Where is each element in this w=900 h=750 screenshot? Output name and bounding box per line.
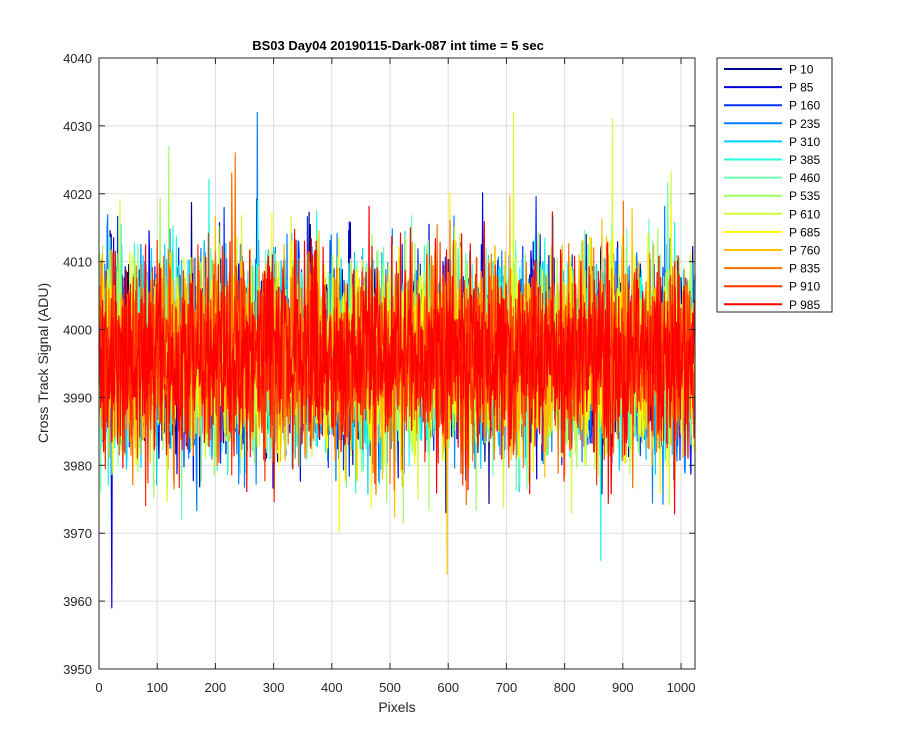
legend-label: P 160 — [789, 99, 820, 113]
legend: P 10 P 85 P 160 P 235 P 310 P 385 P 460 P 535 P … — [716, 57, 833, 313]
x-tick-label: 100 — [146, 680, 168, 695]
legend-label: P 610 — [789, 207, 820, 221]
legend-label: P 10 — [789, 63, 814, 77]
x-tick-labels: 0 100 200 300 400 500 600 700 800 900 1000 — [95, 680, 695, 695]
x-tick-label: 0 — [95, 680, 102, 695]
x-tick-label: 900 — [612, 680, 634, 695]
legend-label: P 85 — [789, 81, 814, 95]
x-tick-label: 400 — [321, 680, 343, 695]
x-tick-label: 800 — [554, 680, 576, 695]
series-lines — [98, 111, 696, 609]
x-tick-label: 200 — [205, 680, 227, 695]
x-tick-label: 700 — [496, 680, 518, 695]
y-tick-labels: 3950 3960 3970 3980 3990 4000 4010 4020 4030 4040 — [63, 51, 92, 677]
legend-label: P 760 — [789, 244, 820, 258]
legend-label: P 535 — [789, 189, 820, 203]
y-tick-label: 3960 — [63, 594, 92, 609]
legend-items: P 10 P 85 P 160 P 235 P 310 P 385 P 460 P 535 P … — [724, 63, 820, 312]
x-tick-label: 500 — [379, 680, 401, 695]
series-line-p985 — [98, 205, 696, 515]
x-tick-label: 1000 — [667, 680, 696, 695]
y-tick-label: 4000 — [63, 323, 92, 338]
legend-label: P 985 — [789, 298, 820, 312]
y-tick-label: 3990 — [63, 390, 92, 405]
y-tick-label: 4040 — [63, 51, 92, 66]
y-tick-label: 4030 — [63, 119, 92, 134]
y-axis-label: Cross Track Signal (ADU) — [35, 283, 51, 443]
y-tick-label: 3950 — [63, 662, 92, 677]
tick-marks — [98, 57, 695, 670]
y-tick-label: 3970 — [63, 526, 92, 541]
x-tick-label: 600 — [437, 680, 459, 695]
legend-label: P 460 — [789, 171, 820, 185]
y-tick-label: 4010 — [63, 255, 92, 270]
x-tick-label: 300 — [263, 680, 285, 695]
chart-title: BS03 Day04 20190115-Dark-087 int time = … — [252, 38, 544, 53]
legend-label: P 835 — [789, 262, 820, 276]
legend-label: P 235 — [789, 117, 820, 131]
legend-label: P 685 — [789, 225, 820, 239]
legend-box — [716, 57, 833, 313]
legend-label: P 310 — [789, 135, 820, 149]
y-tick-label: 3980 — [63, 458, 92, 473]
y-tick-label: 4020 — [63, 187, 92, 202]
legend-label: P 385 — [789, 153, 820, 167]
plot-area — [98, 57, 696, 670]
plot-frame — [98, 57, 696, 670]
x-axis-label: Pixels — [378, 699, 415, 715]
legend-label: P 910 — [789, 280, 820, 294]
